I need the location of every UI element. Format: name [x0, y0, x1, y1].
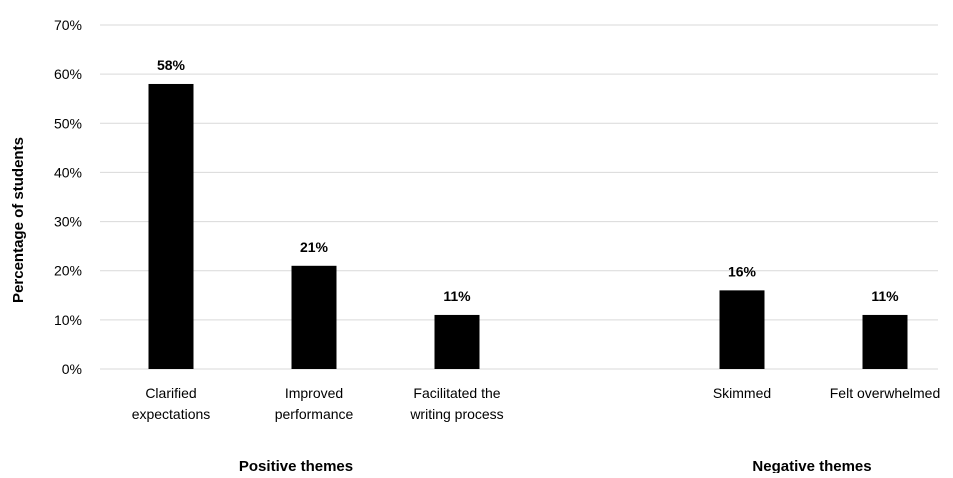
data-label: 11% — [871, 288, 899, 304]
x-tick-label: Improved — [285, 385, 343, 401]
bar — [148, 83, 194, 369]
group-label: Positive themes — [239, 458, 353, 473]
group-label: Negative themes — [752, 458, 871, 473]
x-tick-label: Felt overwhelmed — [830, 385, 941, 401]
x-tick-label: writing process — [409, 406, 503, 422]
x-tick-label: performance — [275, 406, 354, 422]
x-tick-label: Skimmed — [713, 385, 771, 401]
y-tick-label: 10% — [54, 312, 82, 328]
y-tick-label: 30% — [54, 214, 82, 230]
group-labels: Positive themes Negative themes — [239, 458, 872, 475]
y-tick-label: 50% — [54, 115, 82, 131]
y-tick-label: 60% — [54, 66, 82, 82]
y-tick-label: 0% — [62, 361, 82, 377]
bar — [862, 314, 908, 369]
data-label: 58% — [157, 57, 186, 73]
bar — [291, 265, 337, 369]
bar — [719, 290, 765, 369]
data-label: 16% — [728, 263, 757, 279]
bars — [148, 83, 908, 369]
x-tick-label: expectations — [132, 406, 211, 422]
data-labels: 58% 21% 11% 16% 11% — [157, 57, 899, 304]
y-tick-label: 40% — [54, 164, 82, 180]
x-tick-label: Facilitated the — [413, 385, 500, 401]
y-axis-title: Percentage of students — [10, 137, 27, 303]
data-label: 11% — [443, 288, 471, 304]
y-axis-tick-labels: 0% 10% 20% 30% 40% 50% 60% 70% — [54, 17, 82, 377]
bar — [434, 314, 480, 369]
data-label: 21% — [300, 239, 329, 255]
y-tick-label: 20% — [54, 263, 82, 279]
x-tick-label: Clarified — [145, 385, 196, 401]
x-axis-category-labels: Clarified expectations Improved performance… — [132, 385, 941, 422]
gridlines — [100, 24, 938, 370]
y-tick-label: 70% — [54, 17, 82, 33]
